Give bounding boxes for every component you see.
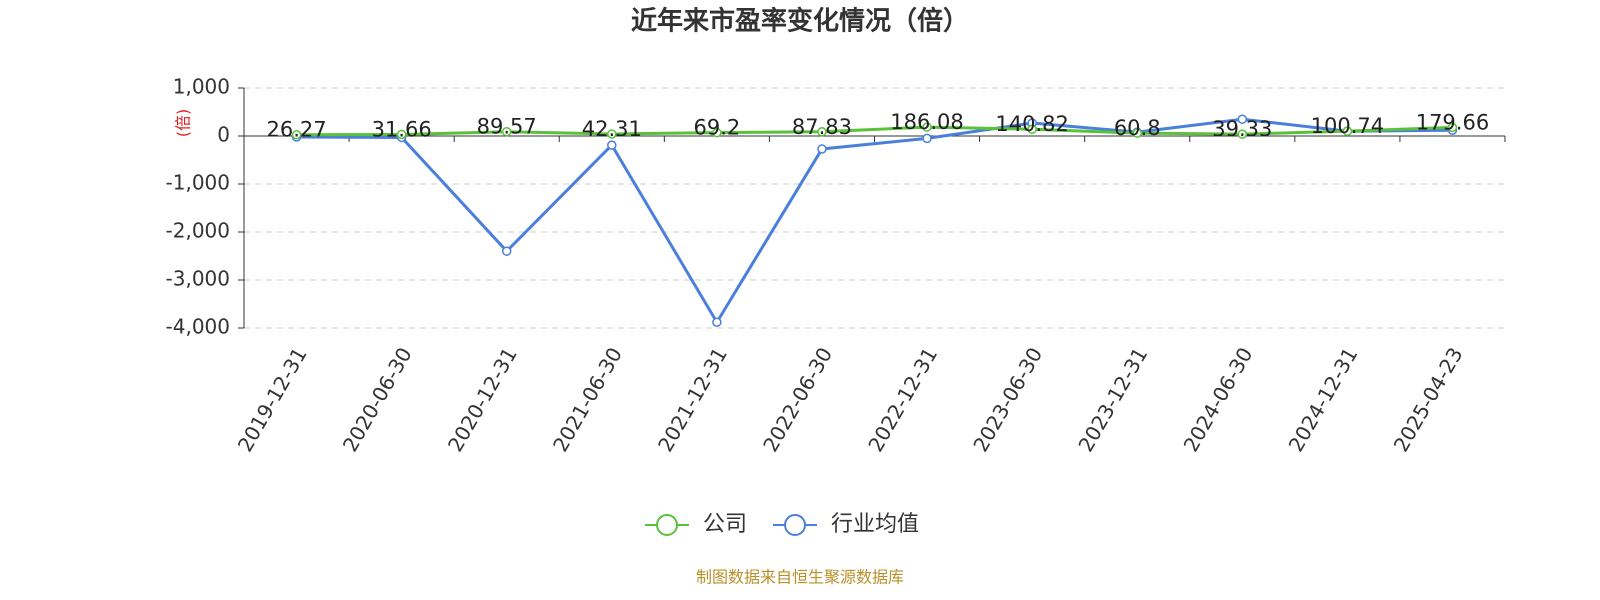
x-tick-label: 2020-12-31 <box>443 343 522 456</box>
data-label: 39.33 <box>1212 117 1272 141</box>
data-label: 87.83 <box>792 115 852 139</box>
data-label: 31.66 <box>372 117 432 141</box>
point <box>1132 128 1142 138</box>
point <box>1027 124 1037 134</box>
x-tick-label: 2020-06-30 <box>338 343 417 456</box>
y-tick-label: 0 <box>217 123 230 147</box>
y-tick-label: 1,000 <box>173 75 230 99</box>
x-tick-label: 2024-12-31 <box>1284 343 1363 456</box>
y-axis-label: (倍) <box>174 109 193 138</box>
point <box>1237 129 1248 139</box>
point <box>607 129 617 139</box>
point <box>291 129 302 140</box>
point <box>1447 122 1458 133</box>
data-label: 26.27 <box>266 118 326 142</box>
y-tick-label: -4,000 <box>166 315 230 339</box>
x-tick-label: 2021-12-31 <box>653 343 732 456</box>
point <box>1237 114 1248 124</box>
point <box>817 127 827 137</box>
data-label: 179.66 <box>1416 110 1489 134</box>
legend-label: 行业均值 <box>831 512 919 537</box>
legend-label: 公司 <box>703 512 747 537</box>
series-line <box>296 117 1453 326</box>
chart-title: 近年来市盈率变化情况（倍） <box>631 6 969 37</box>
point <box>817 144 827 154</box>
legend-marker <box>784 514 807 536</box>
data-label: 60.8 <box>1114 116 1161 140</box>
point <box>922 133 932 144</box>
y-tick-label: -2,000 <box>166 219 230 243</box>
point <box>501 126 512 137</box>
series-line <box>296 125 1453 137</box>
legend-marker <box>656 514 678 536</box>
data-label: 69.2 <box>693 116 740 140</box>
point <box>712 317 722 327</box>
data-label: 100.74 <box>1311 114 1384 138</box>
point <box>922 122 932 132</box>
source: 制图数据来自恒生聚源数据库 <box>696 568 904 587</box>
point <box>501 246 512 256</box>
y-tick-label: -3,000 <box>166 267 230 291</box>
x-tick-label: 2024-06-30 <box>1178 343 1257 456</box>
data-label: 186.08 <box>890 110 963 134</box>
x-tick-label: 2025-04-23 <box>1389 343 1468 456</box>
x-tick-label: 2023-06-30 <box>968 343 1047 456</box>
data-label: 89.57 <box>477 115 537 139</box>
point <box>1342 126 1353 136</box>
data-label: 140.82 <box>995 112 1068 136</box>
x-tick-label: 2021-06-30 <box>548 343 627 456</box>
x-tick-label: 2022-12-31 <box>863 343 942 456</box>
x-tick-label: 2022-06-30 <box>758 343 837 456</box>
point <box>396 129 407 140</box>
point <box>712 127 722 138</box>
x-tick-label: 2023-12-31 <box>1073 343 1152 456</box>
data-label: 42.31 <box>582 117 642 141</box>
point <box>607 140 617 150</box>
x-tick-label: 2019-12-31 <box>233 343 312 456</box>
y-tick-label: -1,000 <box>166 171 230 195</box>
